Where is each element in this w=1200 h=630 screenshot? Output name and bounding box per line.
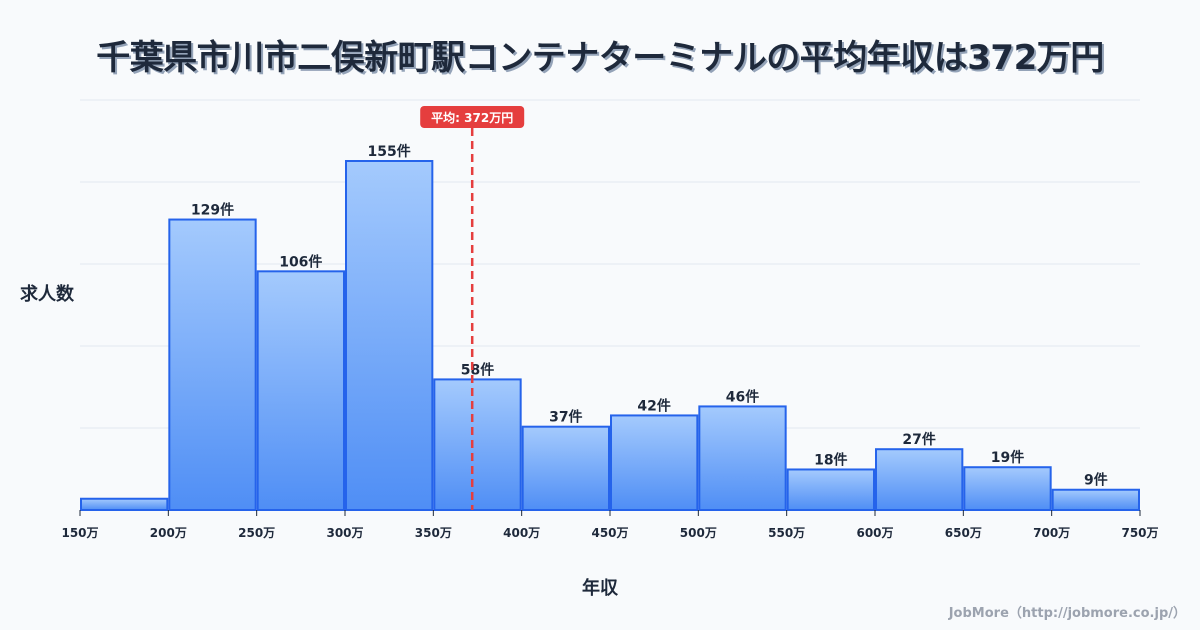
chart-title: 千葉県市川市二俣新町駅コンテナターミナルの平均年収は372万円 xyxy=(96,38,1104,78)
histogram-bar xyxy=(168,218,257,511)
x-tick-label: 400万 xyxy=(503,526,540,540)
x-tick-label: 700万 xyxy=(1033,526,1070,540)
bar-value-label: 42件 xyxy=(637,397,670,414)
x-tick-label: 750万 xyxy=(1121,526,1158,540)
histogram-bar xyxy=(963,466,1052,512)
histogram-bar xyxy=(1051,488,1140,511)
x-tick-label: 350万 xyxy=(415,526,452,540)
bar-value-label: 18件 xyxy=(814,451,847,468)
bar-value-label: 129件 xyxy=(191,202,234,219)
average-badge xyxy=(420,106,525,128)
x-tick-label: 550万 xyxy=(768,526,805,540)
x-tick-label: 450万 xyxy=(591,526,628,540)
histogram-bar xyxy=(80,497,169,512)
histogram-bar xyxy=(610,414,699,511)
bars: 129件 106件 155件 58件 37件 42件 46件 18件 27件 19件 9件 xyxy=(80,143,1140,512)
bar-value-label: 106件 xyxy=(279,253,322,270)
x-tick-label: 150万 xyxy=(61,526,98,540)
bar-value-label: 27件 xyxy=(902,431,935,448)
bar-value-label: 46件 xyxy=(726,388,759,405)
x-axis-label: 年収 xyxy=(582,578,618,599)
average-badge-label: 平均: 372万円 xyxy=(431,110,513,125)
x-tick-label: 250万 xyxy=(238,526,275,540)
bar-value-label: 155件 xyxy=(368,143,411,160)
x-tick-label: 650万 xyxy=(945,526,982,540)
bar-value-label: 58件 xyxy=(461,361,494,378)
histogram-bar xyxy=(875,448,964,511)
histogram-bar xyxy=(698,405,787,512)
histogram-bar xyxy=(433,378,522,512)
x-axis: 150万 200万 250万 300万 350万 400万 450万 500万 550万 600万… xyxy=(61,510,1159,540)
x-tick-label: 600万 xyxy=(856,526,893,540)
bar-value-label: 19件 xyxy=(991,449,1024,466)
x-tick-label: 200万 xyxy=(150,526,187,540)
bar-value-label: 37件 xyxy=(549,409,582,426)
average-marker: 平均: 372万円 xyxy=(420,106,525,510)
histogram-bar xyxy=(256,270,345,512)
histogram-bar xyxy=(786,468,876,512)
x-tick-label: 300万 xyxy=(326,526,363,540)
x-tick-label: 500万 xyxy=(680,526,717,540)
bar-value-label: 9件 xyxy=(1084,472,1108,489)
histogram-bar xyxy=(345,160,434,511)
histogram-bar xyxy=(521,425,611,511)
credit-text: JobMore（http://jobmore.co.jp/） xyxy=(948,606,1186,621)
y-axis-label: 求人数 xyxy=(20,284,74,305)
